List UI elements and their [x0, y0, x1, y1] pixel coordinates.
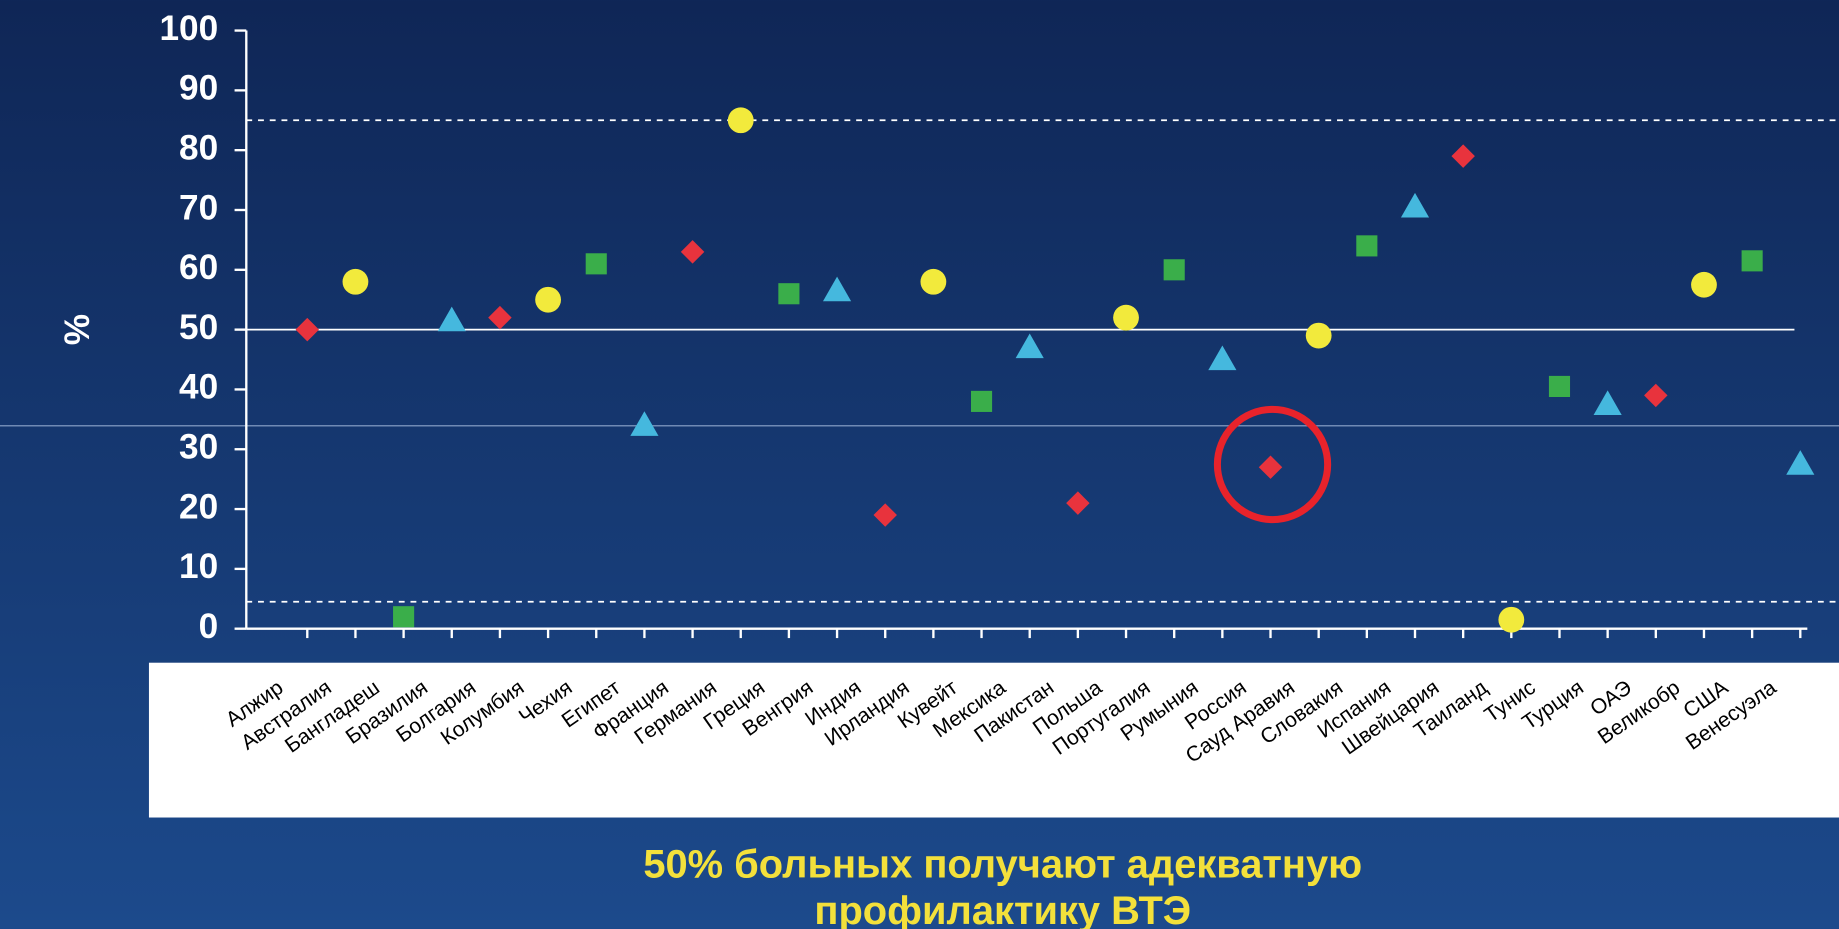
point	[873, 503, 897, 527]
point	[1066, 491, 1090, 515]
point	[970, 390, 993, 412]
point	[1593, 390, 1622, 415]
point	[1786, 450, 1815, 475]
y-tick-label: 70	[179, 188, 218, 227]
point	[1015, 333, 1044, 359]
title-line: 50% больных получают адекватную	[643, 842, 1362, 886]
y-tick-label: 100	[159, 9, 218, 48]
point	[1208, 345, 1237, 371]
y-tick-label: 0	[199, 607, 219, 646]
y-tick-label: 60	[179, 248, 218, 287]
y-tick-label: 10	[179, 547, 218, 586]
point	[585, 253, 607, 275]
point	[342, 268, 369, 295]
point	[1305, 322, 1332, 349]
y-axis-label: %	[58, 314, 97, 345]
point	[1113, 304, 1139, 331]
point	[822, 276, 852, 302]
point	[778, 283, 800, 305]
point	[630, 411, 659, 436]
point	[535, 286, 561, 313]
point	[295, 317, 320, 342]
y-tick-label: 50	[179, 308, 218, 347]
y-tick-label: 80	[179, 128, 218, 167]
point	[1356, 235, 1378, 257]
label-panel	[148, 662, 1839, 818]
y-tick-label: 30	[179, 428, 218, 467]
title-line: профилактику ВТЭ	[814, 889, 1191, 929]
point	[1644, 383, 1668, 408]
point	[1548, 375, 1571, 398]
point	[1400, 192, 1430, 218]
point	[727, 107, 754, 134]
point	[1691, 271, 1717, 298]
y-tick-label: 40	[179, 368, 218, 407]
y-tick-label: 20	[179, 487, 218, 526]
point	[1498, 606, 1525, 633]
highlight-circle	[1213, 405, 1332, 524]
point	[393, 606, 415, 628]
point	[437, 306, 466, 332]
point	[1741, 250, 1763, 272]
point	[1163, 259, 1185, 281]
point	[920, 268, 947, 295]
point	[488, 305, 512, 330]
y-tick-label: 90	[179, 69, 218, 108]
